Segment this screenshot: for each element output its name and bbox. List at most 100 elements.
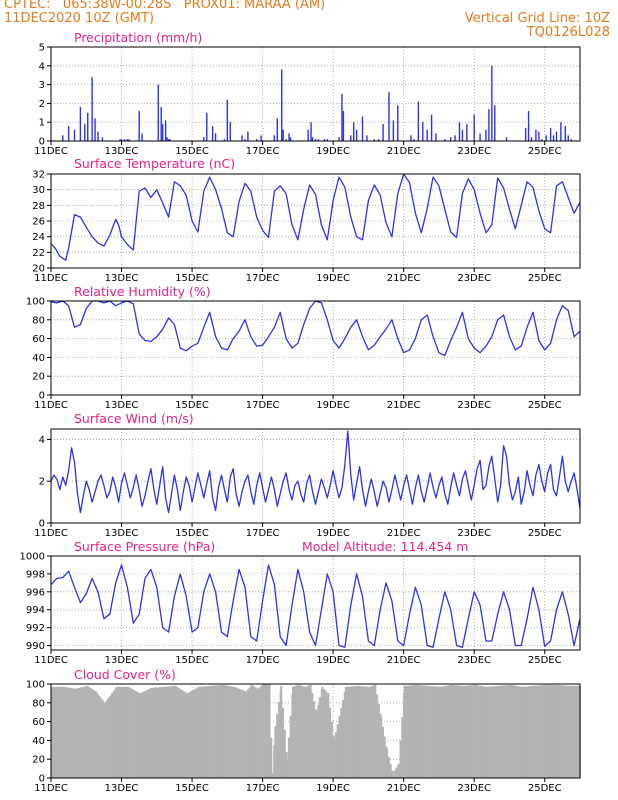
cloud-cover-column — [353, 686, 356, 778]
cloud-cover-column — [98, 696, 101, 778]
cloud-cover-column — [181, 690, 184, 778]
pres-ytick-label: 1000 — [20, 552, 45, 563]
cloud-cover-column — [105, 700, 108, 778]
cloud-cover-column — [69, 687, 72, 778]
cloud-cover-column — [264, 684, 267, 778]
precip-xtick-label: 23DEC — [457, 146, 491, 157]
temp-ytick-label: 24 — [32, 232, 45, 243]
cloud-cover-column — [568, 685, 571, 778]
precip-bar — [560, 122, 562, 141]
wind-xtick-label: 11DEC — [34, 528, 68, 539]
cloud-cover-column — [196, 687, 199, 778]
cloud-cover-column — [161, 686, 164, 778]
cloud-cover-column — [534, 685, 537, 778]
rh-xtick-label: 19DEC — [316, 400, 350, 411]
precip-bar — [564, 125, 567, 141]
cloud-cover-column — [258, 687, 261, 778]
precip-xtick-label: 21DEC — [387, 146, 421, 157]
wind-title: Surface Wind (m/s) — [74, 411, 194, 426]
cloud-cover-column — [110, 693, 114, 778]
precip-bar — [555, 131, 558, 141]
cloud-cover-column — [536, 685, 539, 778]
cloud-cover-column — [469, 685, 472, 778]
cloud-cover-column — [201, 686, 204, 778]
cloud-cover-column — [139, 693, 142, 778]
precip-bar — [260, 135, 262, 141]
cloud-cover-column — [343, 692, 346, 778]
cloud-cover-column — [334, 732, 337, 778]
cloud-cover-column — [471, 685, 474, 778]
pres-ytick-label: 990 — [26, 641, 45, 652]
cloud-cover-column — [538, 685, 541, 778]
precip-bar — [353, 122, 355, 141]
cloud-cover-column — [256, 688, 259, 778]
cloud-cover-column — [85, 686, 88, 778]
cloud-cover-column — [444, 685, 447, 778]
cloud-cover-column — [561, 685, 564, 778]
cloud-xtick-label: 19DEC — [316, 783, 350, 794]
cloud-cover-column — [551, 684, 554, 778]
cloud-cover-column — [494, 686, 497, 778]
precip-bar — [256, 139, 258, 141]
precip-bar — [119, 139, 121, 141]
cloud-cover-column — [414, 685, 417, 778]
temp-xtick-label: 21DEC — [387, 273, 421, 284]
cloud-cover-column — [130, 688, 134, 778]
wind-series-line — [50, 430, 581, 514]
temp-ytick-label: 28 — [32, 201, 45, 212]
cloud-cover-column — [276, 714, 279, 778]
precip-bar — [206, 112, 208, 141]
cloud-cover-column — [563, 685, 566, 778]
cloud-cover-column — [370, 686, 373, 778]
cloud-cover-column — [521, 686, 524, 778]
cloud-cover-column — [428, 686, 432, 778]
cloud-cover-column — [454, 685, 457, 778]
cloud-cover-column — [567, 685, 570, 778]
cloud-cover-column — [51, 686, 54, 778]
cloud-cover-column — [321, 686, 324, 778]
cloud-cover-column — [52, 686, 55, 778]
cloud-cover-column — [289, 715, 292, 778]
cloud-cover-column — [493, 686, 496, 778]
cloud-cover-column — [107, 698, 110, 778]
cloud-cover-column — [197, 686, 201, 778]
precip-bar — [449, 137, 452, 141]
cloud-cover-column — [489, 686, 492, 778]
precip-bar — [435, 133, 437, 141]
cloud-ytick-label: 0 — [39, 774, 45, 785]
precip-bar — [167, 139, 170, 141]
cloud-cover-column — [477, 685, 480, 778]
cloud-cover-column — [424, 685, 427, 778]
precip-bar — [84, 124, 86, 141]
cloud-cover-column — [142, 691, 145, 778]
cloud-cover-column — [262, 684, 265, 778]
cloud-cover-column — [509, 684, 512, 778]
rh-xtick-label: 13DEC — [105, 400, 139, 411]
rh-ytick-label: 40 — [32, 353, 45, 364]
precip-bar — [288, 133, 290, 141]
cloud-cover-column — [103, 702, 106, 778]
cloud-cover-column — [555, 684, 558, 778]
cloud-panel: 0 20 40 60 80 100 11DEC 13DEC 15DEC 17DEC 19DEC 21D… — [26, 667, 581, 794]
cloud-cover-column — [462, 685, 465, 778]
precip-bar — [326, 139, 328, 141]
cloud-cover-column — [268, 684, 271, 778]
cloud-cover-column — [487, 686, 490, 778]
precip-bar — [126, 139, 129, 141]
precip-ytick-label: 0 — [39, 137, 45, 148]
cloud-cover-column — [570, 685, 573, 778]
pres-xtick-label: 19DEC — [316, 655, 350, 666]
temp-ytick-label: 22 — [32, 248, 45, 259]
precip-bar — [120, 139, 123, 141]
cloud-cover-column — [291, 686, 295, 778]
cloud-cover-column — [397, 763, 400, 778]
pres-xtick-label: 21DEC — [387, 655, 421, 666]
cloud-cover-column — [512, 685, 516, 778]
cloud-cover-column — [315, 712, 318, 778]
cloud-cover-column — [62, 686, 65, 778]
pres-xtick-label: 25DEC — [528, 655, 562, 666]
precip-xtick-label: 17DEC — [246, 146, 280, 157]
cloud-cover-column — [119, 686, 122, 778]
cloud-cover-column — [307, 685, 310, 778]
